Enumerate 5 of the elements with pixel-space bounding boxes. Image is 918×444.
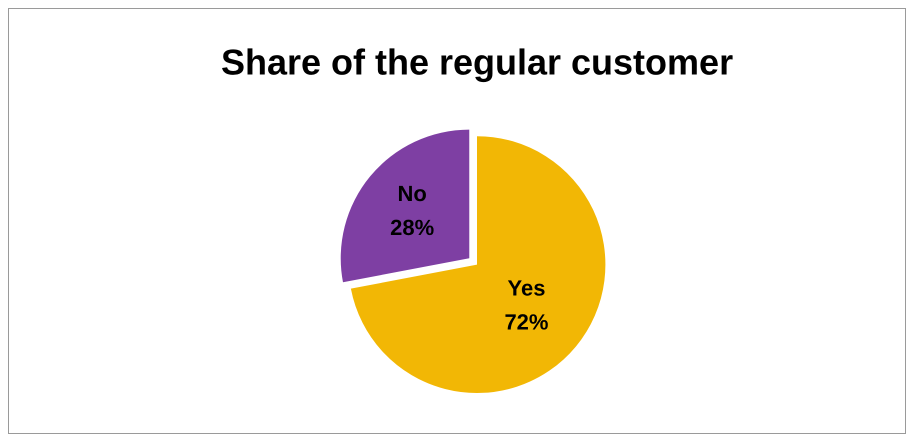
chart-title: Share of the regular customer — [220, 42, 734, 83]
slice-label: No — [397, 180, 427, 206]
data-label: 28% — [390, 214, 434, 240]
data-label: 72% — [504, 310, 548, 335]
slice-label: Yes — [508, 276, 546, 301]
